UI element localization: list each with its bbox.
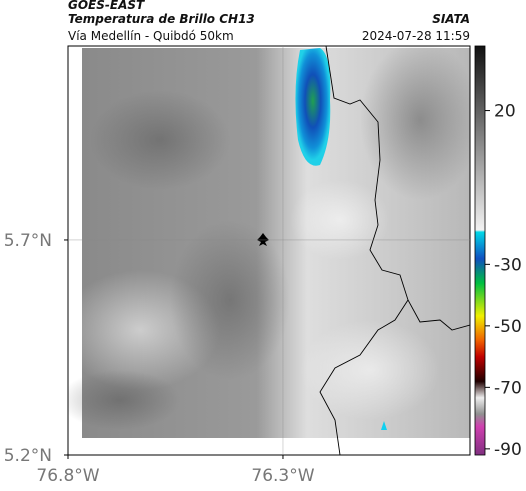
map-frame — [67, 45, 471, 456]
colorbar-label: -70 — [494, 378, 522, 398]
org: SIATA — [432, 12, 470, 26]
colorbar-label: 20 — [494, 102, 516, 122]
colorbar — [474, 45, 486, 456]
colorbar-label: -50 — [494, 317, 522, 337]
datetime: 2024-07-28 11:59 — [362, 29, 470, 43]
imagery — [68, 46, 470, 455]
y-tick-label: 5.2°N — [4, 446, 52, 466]
colorbar-label: -30 — [494, 255, 522, 275]
location-star — [257, 233, 269, 246]
x-tick-label: 76.8°W — [36, 466, 99, 486]
product: Temperatura de Brillo CH13 — [68, 12, 255, 26]
region: Vía Medellín - Quibdó 50km — [68, 29, 234, 43]
source: GOES-EAST — [68, 0, 145, 12]
y-tick-label: 5.7°N — [4, 231, 52, 251]
colorbar-label: -90 — [494, 440, 522, 460]
x-tick-label: 76.3°W — [251, 466, 314, 486]
